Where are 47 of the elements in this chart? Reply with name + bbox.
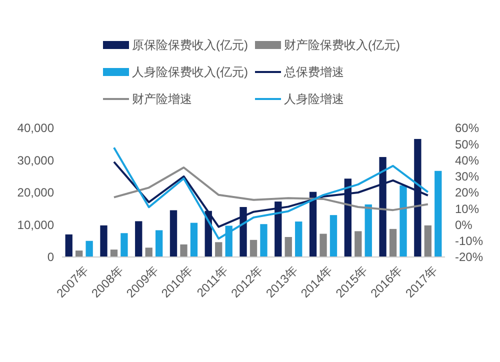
y2-tick-label: 20% — [455, 186, 480, 200]
bar — [389, 228, 397, 257]
bar — [284, 237, 292, 257]
bar — [295, 222, 302, 257]
bar — [100, 225, 108, 257]
bar — [86, 240, 93, 257]
y-tick-label: 30,000 — [17, 153, 54, 168]
bar — [76, 250, 83, 257]
y-tick-label: 10,000 — [17, 218, 54, 232]
bar — [260, 224, 268, 257]
bar — [364, 204, 372, 257]
y2-tick-label: 50% — [455, 137, 480, 152]
bar — [309, 192, 317, 257]
bar — [145, 248, 152, 257]
bar — [110, 250, 118, 257]
bar — [354, 231, 362, 257]
y2-tick-label: 0% — [455, 218, 473, 232]
legend-label: 财产险保费收入(亿元) — [284, 38, 400, 52]
bar — [434, 170, 442, 257]
y2-tick-label: 40% — [455, 153, 480, 168]
bar — [330, 215, 338, 257]
y2-tick-label: 10% — [455, 202, 480, 216]
line-series — [112, 166, 429, 212]
y-tick-label: 20,000 — [17, 186, 54, 200]
bar — [156, 230, 163, 257]
bar — [65, 234, 72, 257]
y-tick-label: 0 — [47, 250, 54, 264]
bar — [400, 185, 407, 257]
y2-tick-label: -10% — [455, 234, 484, 248]
legend-label: 人身险增速 — [284, 92, 344, 106]
y-tick-label: 40,000 — [17, 121, 54, 136]
bar — [135, 221, 142, 257]
y2-tick-label: 30% — [455, 170, 480, 184]
bar — [250, 240, 258, 257]
bar — [170, 210, 178, 257]
bar — [190, 222, 198, 257]
bar — [424, 225, 432, 257]
bar — [320, 234, 327, 257]
bar — [180, 244, 188, 257]
legend-label: 财产险增速 — [132, 92, 192, 106]
bar — [120, 233, 128, 257]
legend-label: 总保费增速 — [283, 65, 344, 80]
y2-tick-label: -20% — [455, 250, 484, 264]
y2-tick-label: 60% — [455, 121, 480, 136]
bar — [215, 242, 222, 257]
legend-label: 原保险保费收入(亿元) — [132, 38, 248, 52]
legend-label: 人身险保费收入(亿元) — [132, 65, 248, 80]
